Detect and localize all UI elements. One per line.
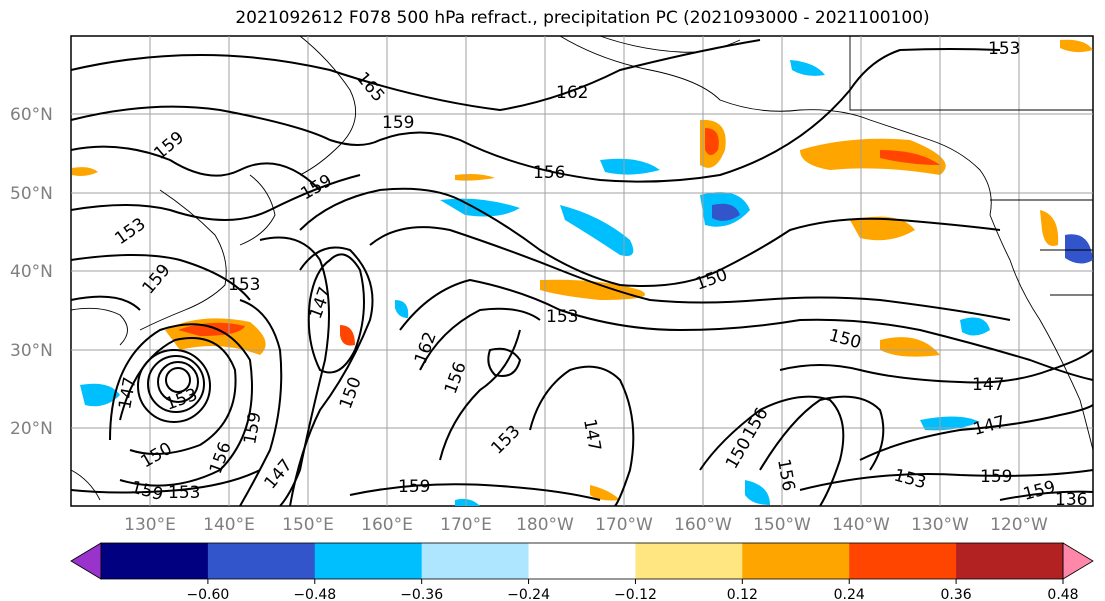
colorbar-segment — [849, 543, 957, 579]
lon-label: 140°E — [203, 515, 255, 535]
lon-label: 180°W — [516, 515, 574, 535]
colorbar-tick-label: 0.24 — [834, 587, 865, 601]
lat-label: 60°N — [10, 105, 53, 125]
colorbar-segment — [314, 543, 423, 579]
contour-label: 153 — [168, 483, 200, 503]
colorbar-tick-label: 0.36 — [941, 587, 972, 601]
lon-label: 130°W — [911, 515, 969, 535]
lon-label: 170°E — [440, 515, 492, 535]
longitude-labels: 130°E 140°E 150°E 160°E 170°E 180°W 170°… — [124, 515, 1048, 535]
lon-label: 150°E — [282, 515, 334, 535]
contour-label: 156 — [533, 163, 565, 183]
lon-label: 160°E — [361, 515, 413, 535]
lon-label: 130°E — [124, 515, 176, 535]
refractivity-contours — [70, 39, 1094, 507]
lon-label: 160°W — [674, 515, 732, 535]
colorbar-segment — [742, 543, 850, 579]
contour-label: 153 — [228, 275, 260, 295]
colorbar-ticks: −0.60 −0.48 −0.36 −0.24 −0.12 0.12 0.24 0.36 0.4… — [186, 579, 1079, 601]
lat-label: 50°N — [10, 184, 53, 204]
lon-label: 150°W — [753, 515, 811, 535]
contour-label: 159 — [980, 467, 1012, 487]
colorbar-segment — [101, 543, 209, 579]
latitude-labels: 60°N 50°N 40°N 30°N 20°N — [10, 105, 53, 439]
colorbar-tick-label: −0.12 — [614, 587, 657, 601]
contour-label: 136 — [1055, 490, 1087, 510]
coastlines — [70, 35, 1094, 501]
colorbar-tick-label: 0.12 — [727, 587, 758, 601]
contour-label: 153 — [546, 307, 578, 327]
colorbar-segment — [635, 543, 743, 579]
colorbar-segment — [956, 543, 1064, 579]
contour-label: 159 — [382, 113, 414, 133]
colorbar-tick-label: −0.24 — [507, 587, 550, 601]
lon-label: 140°W — [832, 515, 890, 535]
colorbar: −0.60 −0.48 −0.36 −0.24 −0.12 0.12 0.24 0.36 0.4… — [70, 542, 1094, 601]
colorbar-segments — [70, 542, 1094, 580]
colorbar-tick-label: −0.48 — [293, 587, 336, 601]
colorbar-segment — [1062, 542, 1094, 580]
contour-label: 159 — [398, 477, 430, 497]
map-title: 2021092612 F078 500 hPa refract., precip… — [235, 8, 930, 28]
colorbar-segment — [70, 542, 102, 580]
colorbar-tick-label: −0.60 — [186, 587, 229, 601]
contour-label: 153 — [988, 39, 1020, 59]
contour-label: 147 — [972, 375, 1004, 395]
lon-label: 120°W — [990, 515, 1048, 535]
lat-label: 40°N — [10, 262, 53, 282]
contour-label: 162 — [556, 83, 588, 103]
colorbar-segment — [421, 543, 530, 579]
lat-label: 30°N — [10, 341, 53, 361]
lat-label: 20°N — [10, 419, 53, 439]
colorbar-tick-label: −0.36 — [400, 587, 443, 601]
colorbar-tick-label: 0.48 — [1047, 587, 1078, 601]
lon-label: 170°W — [595, 515, 653, 535]
colorbar-segment — [528, 543, 636, 579]
precipitation-shading — [72, 39, 1093, 506]
colorbar-border — [100, 542, 1064, 580]
colorbar-segment — [207, 543, 316, 579]
